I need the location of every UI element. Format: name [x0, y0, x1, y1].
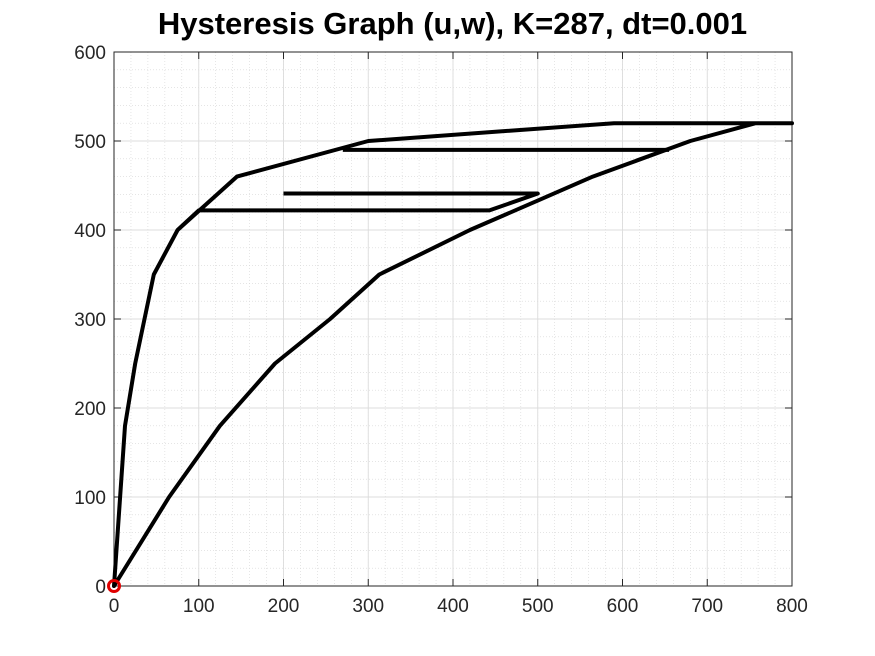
y-tick-label: 600	[74, 43, 106, 64]
x-tick-label: 100	[183, 596, 215, 617]
y-tick-label: 100	[74, 488, 106, 509]
x-tick-label: 300	[352, 596, 384, 617]
y-tick-label: 500	[74, 132, 106, 153]
x-tick-label: 600	[607, 596, 639, 617]
x-tick-label: 800	[776, 596, 808, 617]
x-tick-label: 0	[109, 596, 120, 617]
y-tick-label: 200	[74, 399, 106, 420]
x-tick-label: 400	[437, 596, 469, 617]
series-line-1	[112, 121, 794, 588]
x-tick-label: 700	[691, 596, 723, 617]
y-tick-label: 400	[74, 221, 106, 242]
y-tick-label: 0	[95, 577, 106, 598]
x-tick-label: 500	[522, 596, 554, 617]
x-tick-label: 200	[268, 596, 300, 617]
plot-area: 0 100 200 300 400 500 600 700 800 0 100 200 300 400 50…	[74, 43, 808, 617]
chart-title: Hysteresis Graph (u,w), K=287, dt=0.001	[157, 6, 748, 41]
y-tick-label: 300	[74, 310, 106, 331]
start-point-marker	[107, 579, 121, 593]
